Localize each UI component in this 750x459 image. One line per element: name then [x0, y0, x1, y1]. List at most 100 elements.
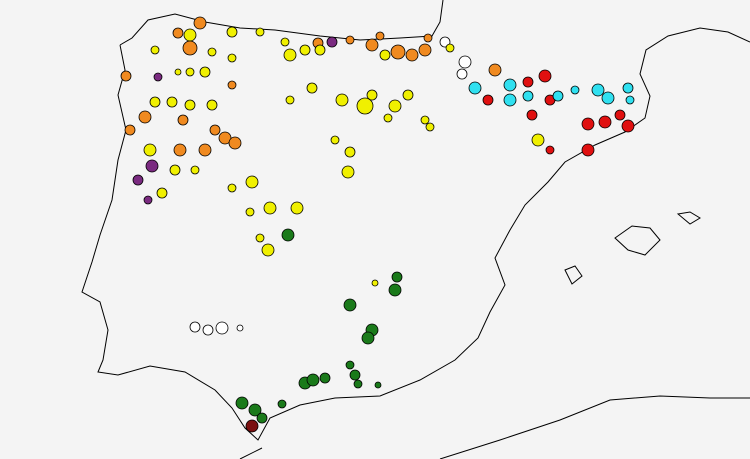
iberian-coastline: [81, 0, 750, 441]
pie-marker: [383, 113, 393, 123]
pie-marker: [227, 183, 237, 193]
pie-marker: [177, 114, 189, 126]
pie-marker: [172, 27, 184, 39]
pie-marker: [256, 412, 268, 424]
pie-marker: [290, 201, 304, 215]
pie-marker: [390, 44, 406, 60]
pie-marker: [306, 373, 320, 387]
pie-marker: [330, 135, 340, 145]
pie-marker: [280, 37, 290, 47]
pie-marker: [190, 165, 200, 175]
pie-marker: [356, 97, 374, 115]
pie-marker: [391, 271, 403, 283]
pie-marker: [482, 94, 494, 106]
pie-marker: [263, 201, 277, 215]
pie-marker: [281, 228, 295, 242]
pie-marker: [379, 49, 391, 61]
pie-marker: [503, 93, 517, 107]
pie-marker: [345, 360, 355, 370]
pie-marker: [366, 89, 378, 101]
pie-marker: [423, 33, 433, 43]
pie-marker: [236, 324, 244, 332]
pie-marker: [174, 68, 182, 76]
pie-marker: [343, 298, 357, 312]
pie-marker: [209, 124, 221, 136]
pie-marker: [622, 82, 634, 94]
pie-marker: [503, 78, 517, 92]
pie-marker: [166, 96, 178, 108]
pie-marker: [138, 110, 152, 124]
pie-marker: [149, 96, 161, 108]
pie-marker: [341, 165, 355, 179]
pie-marker: [552, 90, 564, 102]
pie-marker: [245, 419, 259, 433]
pie-marker: [326, 36, 338, 48]
pie-marker: [538, 69, 552, 83]
pie-marker: [581, 143, 595, 157]
pie-marker: [185, 67, 195, 77]
pie-marker: [375, 31, 385, 41]
pie-marker: [245, 175, 259, 189]
pie-marker: [319, 372, 331, 384]
pie-marker: [245, 207, 255, 217]
pie-marker: [207, 47, 217, 57]
pie-marker: [206, 99, 218, 111]
pie-marker: [388, 283, 402, 297]
pie-marker: [388, 99, 402, 113]
pie-marker: [526, 109, 538, 121]
pie-marker: [255, 27, 265, 37]
pie-marker: [227, 80, 237, 90]
pie-marker: [420, 115, 430, 125]
pie-marker: [285, 95, 295, 105]
pie-marker: [405, 48, 419, 62]
pie-marker: [261, 243, 275, 257]
pie-marker: [199, 66, 211, 78]
ibiza: [564, 265, 583, 285]
pie-marker: [581, 117, 595, 131]
pie-marker: [371, 279, 379, 287]
mallorca: [614, 225, 661, 256]
pie-marker: [488, 63, 502, 77]
pie-marker: [218, 131, 232, 145]
pie-marker: [591, 83, 605, 97]
pie-marker: [306, 82, 318, 94]
pie-marker: [193, 16, 207, 30]
pie-marker: [344, 146, 356, 158]
pie-marker: [374, 381, 382, 389]
pie-marker: [402, 89, 414, 101]
pie-marker: [248, 403, 262, 417]
pie-marker: [189, 321, 201, 333]
pie-marker: [215, 321, 229, 335]
pie-markers: [120, 16, 635, 433]
pie-marker: [283, 48, 297, 62]
pie-marker: [173, 143, 187, 157]
pie-marker: [625, 95, 635, 105]
pie-marker: [120, 70, 132, 82]
pie-marker: [153, 72, 163, 82]
pie-marker: [183, 28, 197, 42]
pie-marker: [361, 331, 375, 345]
pie-marker: [335, 93, 349, 107]
pie-marker: [198, 143, 212, 157]
pie-marker: [345, 35, 355, 45]
pie-marker: [468, 81, 482, 95]
pie-marker: [545, 145, 555, 155]
pie-marker: [570, 85, 580, 95]
pie-marker: [143, 195, 153, 205]
pie-marker: [349, 369, 361, 381]
menorca: [676, 211, 701, 225]
pie-marker: [531, 133, 545, 147]
pie-marker: [601, 91, 615, 105]
pie-marker: [226, 26, 238, 38]
pie-marker: [228, 136, 242, 150]
pie-marker: [614, 109, 626, 121]
pie-marker: [314, 44, 326, 56]
pie-marker: [182, 40, 198, 56]
africa-coast: [239, 395, 750, 459]
pie-marker: [227, 53, 237, 63]
pie-marker: [365, 38, 379, 52]
pie-marker: [184, 99, 196, 111]
pie-marker: [522, 90, 534, 102]
